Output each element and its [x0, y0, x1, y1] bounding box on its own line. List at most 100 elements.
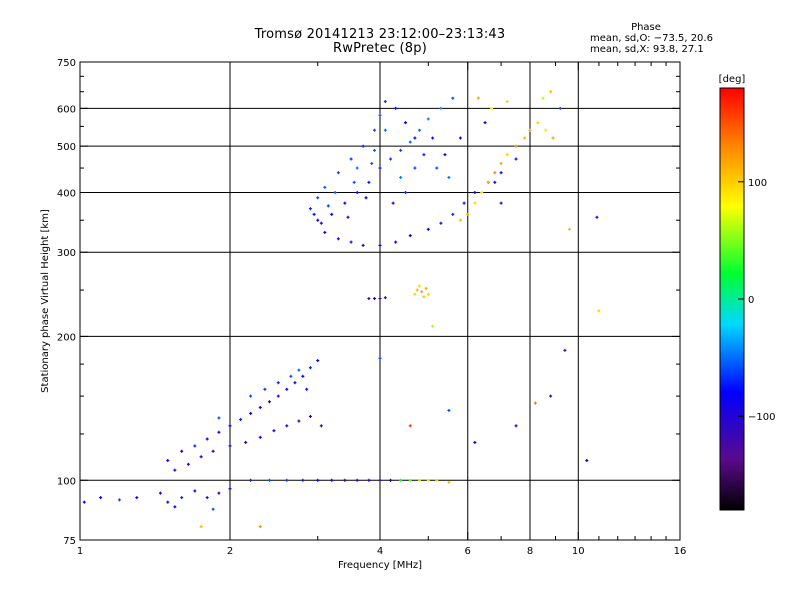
- echo-point: [361, 243, 365, 247]
- echo-point: [399, 478, 403, 482]
- echo-point: [82, 500, 86, 504]
- echo-point: [158, 491, 162, 495]
- echo-point: [499, 171, 503, 175]
- echo-point: [585, 458, 589, 462]
- echo-point: [355, 166, 359, 170]
- echo-point: [193, 444, 197, 448]
- echo-point: [426, 227, 430, 231]
- echo-point: [541, 96, 545, 100]
- echo-point: [205, 496, 209, 500]
- chart-subtitle: RwPretec (8p): [333, 41, 427, 56]
- echo-point: [549, 90, 553, 94]
- echo-point: [483, 121, 487, 125]
- echo-point: [439, 221, 443, 225]
- echo-point: [462, 201, 466, 205]
- echo-point: [505, 100, 509, 104]
- echo-point: [135, 496, 139, 500]
- echo-point: [173, 505, 177, 509]
- echo-point: [367, 180, 371, 184]
- echo-point: [514, 144, 518, 148]
- echo-point: [239, 418, 243, 422]
- echo-point: [349, 157, 353, 161]
- phase-stats-x-mode: mean, sd,X: 93.8, 27.1: [590, 44, 704, 55]
- echo-point: [435, 478, 439, 482]
- echo-point: [373, 148, 377, 152]
- echo-point: [316, 218, 320, 222]
- echo-point: [408, 140, 412, 144]
- echo-point: [323, 185, 327, 189]
- echo-point: [536, 121, 540, 125]
- echo-point: [399, 175, 403, 179]
- echo-point: [323, 230, 327, 234]
- echo-point: [486, 180, 490, 184]
- echo-point: [417, 478, 421, 482]
- echo-point: [391, 201, 395, 205]
- echo-point: [173, 468, 177, 472]
- echo-point: [193, 489, 197, 493]
- echo-point: [258, 525, 262, 529]
- echo-point: [319, 221, 323, 225]
- echo-point: [595, 215, 599, 219]
- x-tick-label: 16: [674, 546, 687, 557]
- echo-point: [490, 106, 494, 110]
- echo-point: [267, 478, 271, 482]
- echo-point: [285, 478, 289, 482]
- echo-point: [349, 240, 353, 244]
- x-tick-label: 6: [465, 546, 471, 557]
- echo-point: [408, 478, 412, 482]
- y-tick-label: 75: [63, 536, 76, 547]
- echo-point: [289, 374, 293, 378]
- echo-point: [383, 100, 387, 104]
- echo-point: [408, 234, 412, 238]
- echo-point: [228, 487, 232, 491]
- echo-point: [166, 500, 170, 504]
- echo-point: [383, 296, 387, 300]
- y-tick-label: 200: [57, 332, 76, 343]
- x-axis-label: Frequency [MHz]: [338, 560, 422, 571]
- echo-point: [330, 212, 334, 216]
- colorbar-tick-label: 100: [748, 178, 767, 189]
- echo-point: [389, 478, 393, 482]
- echo-point: [308, 414, 312, 418]
- echo-point: [499, 161, 503, 165]
- echo-point: [426, 478, 430, 482]
- echo-point: [378, 478, 382, 482]
- echo-point: [426, 117, 430, 121]
- echo-point: [458, 218, 462, 222]
- echo-point: [523, 136, 527, 140]
- echo-point: [378, 356, 382, 360]
- echo-point: [451, 212, 455, 216]
- echo-point: [330, 478, 334, 482]
- echo-point: [443, 153, 447, 157]
- echo-point: [422, 295, 426, 299]
- echo-point: [199, 455, 203, 459]
- echo-point: [389, 157, 393, 161]
- echo-point: [211, 507, 215, 511]
- echo-point: [420, 290, 424, 294]
- phase-stats-o-mode: mean, sd,O: −73.5, 20.6: [590, 33, 713, 44]
- echo-point: [426, 292, 430, 296]
- echo-point: [308, 366, 312, 370]
- echo-point: [228, 444, 232, 448]
- echo-point: [316, 359, 320, 363]
- echo-point: [514, 157, 518, 161]
- echo-point: [413, 166, 417, 170]
- echo-point: [499, 201, 503, 205]
- echo-point: [308, 207, 312, 211]
- echo-point: [364, 196, 368, 200]
- echo-point: [312, 212, 316, 216]
- echo-point: [435, 166, 439, 170]
- echo-point: [394, 106, 398, 110]
- echo-point: [466, 212, 470, 216]
- colorbar-tick-label: 0: [748, 295, 754, 306]
- echo-point: [493, 180, 497, 184]
- echo-point: [567, 227, 571, 231]
- echo-point: [544, 128, 548, 132]
- echo-point: [370, 161, 374, 165]
- echo-point: [415, 288, 419, 292]
- echo-point: [199, 525, 203, 529]
- y-tick-label: 600: [57, 104, 76, 115]
- echo-point: [403, 190, 407, 194]
- echo-point: [272, 429, 276, 433]
